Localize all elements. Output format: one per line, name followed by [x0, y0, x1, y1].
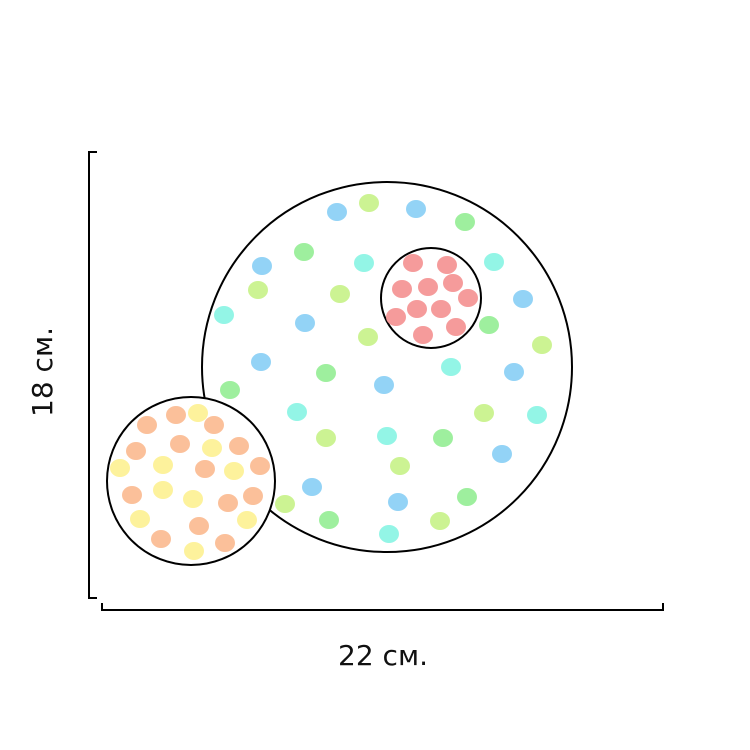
dot	[513, 290, 533, 308]
dot	[379, 525, 399, 543]
dot	[455, 213, 475, 231]
dot	[275, 495, 295, 513]
dot	[137, 416, 157, 434]
height-label: 18 см.	[26, 327, 59, 417]
dot	[188, 404, 208, 422]
dot	[220, 381, 240, 399]
dot	[248, 281, 268, 299]
dot	[358, 328, 378, 346]
dot	[122, 486, 142, 504]
dot	[302, 478, 322, 496]
dot	[214, 306, 234, 324]
dot	[130, 510, 150, 528]
dot	[446, 318, 466, 336]
dot	[183, 490, 203, 508]
dot	[437, 256, 457, 274]
dot	[532, 336, 552, 354]
dot	[294, 243, 314, 261]
dot	[443, 274, 463, 292]
dot	[319, 511, 339, 529]
dot	[184, 542, 204, 560]
dot	[229, 437, 249, 455]
dot	[479, 316, 499, 334]
dot	[195, 460, 215, 478]
dot	[377, 427, 397, 445]
dot	[110, 459, 130, 477]
dot	[388, 493, 408, 511]
dot	[527, 406, 547, 424]
dot	[316, 429, 336, 447]
dot	[126, 442, 146, 460]
small-circle-dots	[386, 254, 478, 344]
large-circle	[201, 181, 573, 553]
dot	[204, 416, 224, 434]
dot	[386, 308, 406, 326]
dot	[243, 487, 263, 505]
height-bracket	[88, 151, 97, 599]
dot	[295, 314, 315, 332]
dot	[359, 194, 379, 212]
dot	[484, 253, 504, 271]
dot	[392, 280, 412, 298]
dot	[327, 203, 347, 221]
dot	[390, 457, 410, 475]
dot	[441, 358, 461, 376]
dot	[151, 530, 171, 548]
dot	[224, 462, 244, 480]
dot	[252, 257, 272, 275]
dot	[287, 403, 307, 421]
dot	[406, 200, 426, 218]
dot	[316, 364, 336, 382]
dot	[218, 494, 238, 512]
dot	[153, 456, 173, 474]
dot	[504, 363, 524, 381]
dot	[250, 457, 270, 475]
side-circle-dots	[110, 404, 270, 560]
dot	[215, 534, 235, 552]
dot	[431, 300, 451, 318]
dot	[251, 353, 271, 371]
dot	[430, 512, 450, 530]
dot	[330, 285, 350, 303]
width-bracket	[101, 603, 664, 611]
dot	[407, 300, 427, 318]
large-circle-dots	[214, 194, 552, 543]
width-label: 22 см.	[338, 639, 428, 672]
dot	[354, 254, 374, 272]
dot	[492, 445, 512, 463]
dot	[153, 481, 173, 499]
dot	[202, 439, 222, 457]
dot	[170, 435, 190, 453]
dot	[403, 254, 423, 272]
dot	[166, 406, 186, 424]
dot	[237, 511, 257, 529]
dot	[418, 278, 438, 296]
side-circle	[106, 396, 276, 566]
dot	[189, 517, 209, 535]
dot	[374, 376, 394, 394]
dot	[474, 404, 494, 422]
dot	[433, 429, 453, 447]
dot	[413, 326, 433, 344]
dimension-brackets	[88, 151, 664, 611]
dot	[458, 289, 478, 307]
dot	[457, 488, 477, 506]
